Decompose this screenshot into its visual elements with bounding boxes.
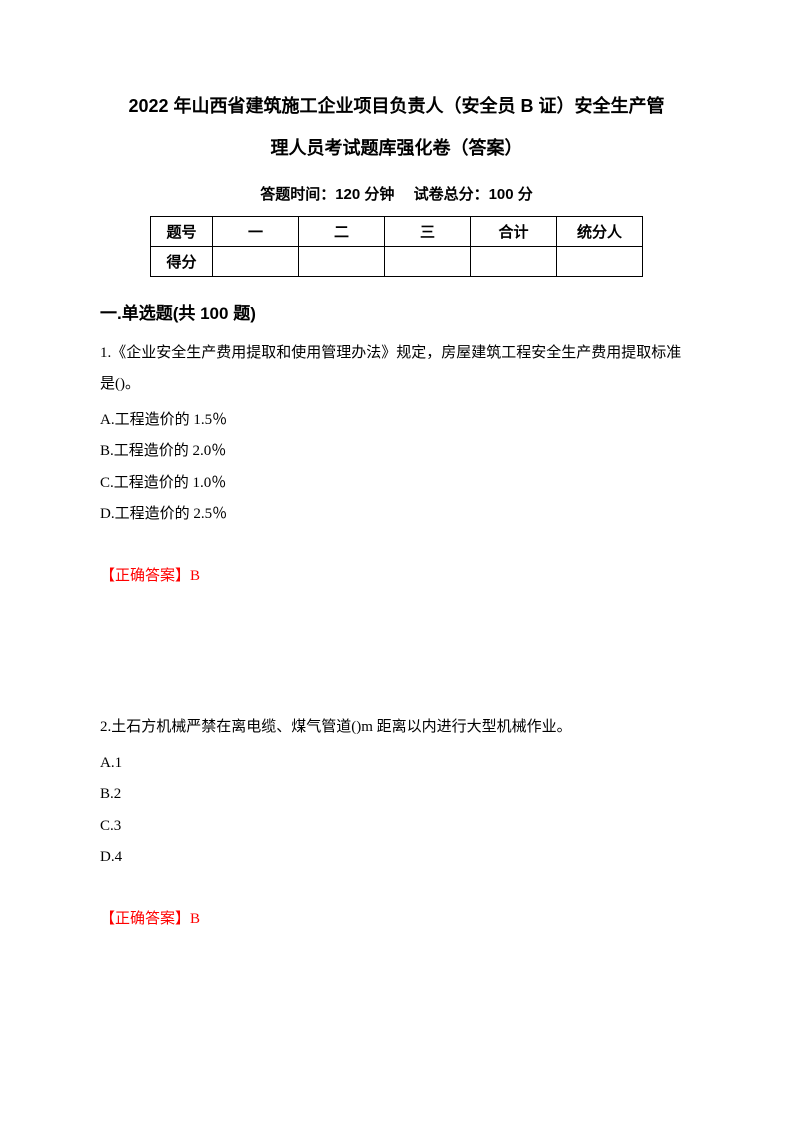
table-row: 题号 一 二 三 合计 统分人 xyxy=(151,216,643,246)
question-2-option-c: C.3 xyxy=(100,811,693,843)
score-table: 题号 一 二 三 合计 统分人 得分 xyxy=(150,216,643,277)
title-line-2: 理人员考试题库强化卷（答案） xyxy=(100,132,693,164)
title-line-1: 2022 年山西省建筑施工企业项目负责人（安全员 B 证）安全生产管 xyxy=(100,90,693,122)
question-2-text: 2.土石方机械严禁在离电缆、煤气管道()m 距离以内进行大型机械作业。 xyxy=(100,712,693,744)
question-1-option-c: C.工程造价的 1.0％ xyxy=(100,468,693,500)
question-1-answer: 【正确答案】B xyxy=(100,561,693,593)
question-1-option-b: B.工程造价的 2.0％ xyxy=(100,436,693,468)
header-label: 题号 xyxy=(151,216,213,246)
row-total xyxy=(471,246,557,276)
question-1-text: 1.《企业安全生产费用提取和使用管理办法》规定，房屋建筑工程安全生产费用提取标准… xyxy=(100,338,693,401)
question-1-option-a: A.工程造价的 1.5％ xyxy=(100,405,693,437)
header-col2: 二 xyxy=(299,216,385,246)
row-col2 xyxy=(299,246,385,276)
question-2-option-d: D.4 xyxy=(100,842,693,874)
row-label: 得分 xyxy=(151,246,213,276)
question-2-answer: 【正确答案】B xyxy=(100,904,693,936)
row-person xyxy=(557,246,643,276)
question-2-option-b: B.2 xyxy=(100,779,693,811)
exam-subtitle: 答题时间：120 分钟 试卷总分：100 分 xyxy=(100,183,693,204)
header-col3: 三 xyxy=(385,216,471,246)
section-heading: 一.单选题(共 100 题) xyxy=(100,299,693,324)
table-row: 得分 xyxy=(151,246,643,276)
row-col3 xyxy=(385,246,471,276)
question-1-option-d: D.工程造价的 2.5％ xyxy=(100,499,693,531)
row-col1 xyxy=(213,246,299,276)
spacer xyxy=(100,592,693,712)
header-person: 统分人 xyxy=(557,216,643,246)
question-2-option-a: A.1 xyxy=(100,748,693,780)
header-col1: 一 xyxy=(213,216,299,246)
header-total: 合计 xyxy=(471,216,557,246)
